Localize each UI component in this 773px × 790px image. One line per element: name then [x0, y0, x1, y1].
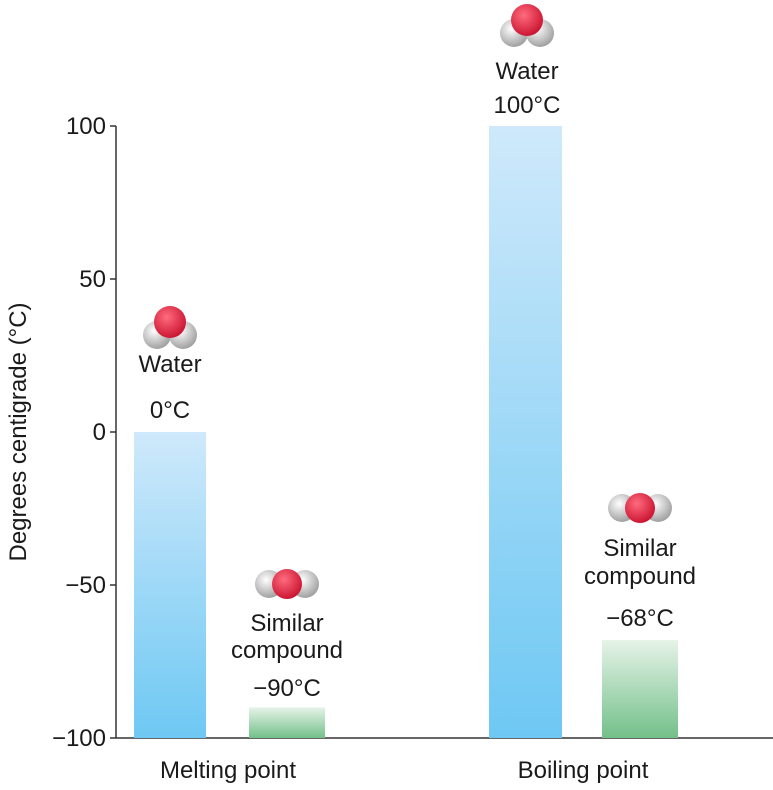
similar-compound-molecule-icon: [608, 493, 672, 523]
water-melting-bar: [134, 432, 206, 738]
series-name-label: Similar: [603, 535, 676, 562]
series-name-label: Similar: [250, 610, 323, 637]
similar-compound-molecule-icon: [255, 569, 319, 599]
water-molecule-icon: [143, 306, 197, 349]
data-value-label: −90°C: [253, 675, 321, 702]
axes: 100 50 0 −50 −100 Melting point Boiling point: [52, 113, 773, 784]
data-value-label: 100°C: [494, 92, 561, 119]
series-name-label: Water: [138, 351, 201, 378]
y-tick-label: −50: [65, 572, 106, 599]
x-category-label: Boiling point: [518, 757, 649, 784]
y-tick-label: −100: [52, 725, 106, 752]
series-name-label: compound: [584, 563, 696, 590]
water-boiling-bar: [489, 126, 562, 738]
y-tick-label: 100: [66, 113, 106, 140]
data-value-label: 0°C: [150, 397, 190, 424]
y-tick-label: 50: [79, 266, 106, 293]
water-molecule-icon: [500, 4, 554, 47]
series-name-label: compound: [231, 637, 343, 664]
series-name-label: Water: [495, 58, 558, 85]
data-value-label: −68°C: [606, 605, 674, 632]
y-tick-label: 0: [93, 419, 106, 446]
bars: [134, 126, 678, 738]
x-category-label: Melting point: [160, 757, 296, 784]
compound-boiling-bar: [602, 640, 678, 738]
annotations: Water0°CSimilarcompound−90°CWater100°CSi…: [138, 4, 696, 702]
compound-melting-bar: [249, 707, 325, 738]
y-axis-label: Degrees centigrade (°C): [5, 302, 32, 561]
